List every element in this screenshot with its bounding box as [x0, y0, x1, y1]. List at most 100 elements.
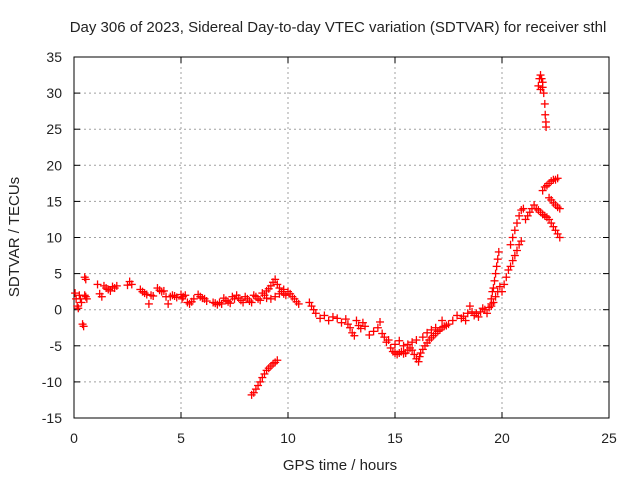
data-point	[508, 233, 517, 242]
data-point	[74, 304, 83, 313]
y-tick-label: 20	[46, 157, 62, 173]
data-point	[468, 307, 477, 316]
data-point	[211, 299, 220, 308]
data-point	[502, 273, 511, 282]
data-point	[395, 336, 404, 345]
data-point	[517, 237, 526, 246]
data-point	[519, 204, 528, 213]
data-point	[251, 385, 260, 394]
data-point	[202, 297, 211, 306]
data-point	[386, 343, 395, 352]
data-point	[80, 291, 89, 300]
x-tick-label: 5	[177, 430, 185, 446]
data-point	[551, 226, 560, 235]
data-point	[352, 316, 361, 325]
data-point	[376, 317, 385, 326]
data-point	[79, 322, 88, 331]
data-point	[346, 323, 355, 332]
data-point	[93, 280, 102, 289]
data-point	[540, 182, 549, 191]
data-point	[337, 318, 346, 327]
data-point	[183, 298, 192, 307]
y-tick-label: 10	[46, 230, 62, 246]
data-point	[273, 356, 282, 365]
data-point	[320, 311, 329, 320]
data-point	[127, 280, 136, 289]
data-point	[271, 275, 280, 284]
data-point	[316, 314, 325, 323]
data-point	[309, 305, 318, 314]
data-point	[427, 325, 436, 334]
data-point	[328, 312, 337, 321]
data-point	[423, 328, 432, 337]
x-tick-label: 10	[280, 430, 296, 446]
data-point	[369, 327, 378, 336]
data-point	[418, 345, 427, 354]
y-tick-label: -5	[50, 338, 63, 354]
x-tick-label: 0	[70, 430, 78, 446]
data-point	[542, 123, 551, 132]
grid	[74, 57, 609, 418]
data-point	[361, 322, 370, 331]
data-point	[495, 282, 504, 291]
data-point	[311, 309, 320, 318]
data-point	[506, 240, 515, 249]
data-point	[538, 186, 547, 195]
data-point	[459, 312, 468, 321]
data-point	[489, 298, 498, 307]
data-point	[532, 204, 541, 213]
data-point	[249, 291, 258, 300]
data-point	[189, 294, 198, 303]
data-point	[551, 175, 560, 184]
data-point	[510, 251, 519, 260]
data-point	[262, 294, 271, 303]
data-point	[493, 255, 502, 264]
data-point	[536, 71, 545, 80]
y-axis-title: SDTVAR / TECUs	[6, 177, 23, 297]
data-point	[172, 293, 181, 302]
data-point	[279, 285, 288, 294]
data-point	[294, 299, 303, 308]
data-point	[333, 314, 342, 323]
data-point	[512, 219, 521, 228]
data-point	[444, 320, 453, 329]
data-point	[510, 226, 519, 235]
data-point	[515, 240, 524, 249]
data-point	[491, 292, 500, 301]
data-point	[123, 281, 132, 290]
data-point	[553, 174, 562, 183]
data-point	[82, 294, 91, 303]
data-point	[492, 262, 501, 271]
data-point	[438, 316, 447, 325]
data-point	[489, 284, 498, 293]
data-point	[448, 316, 457, 325]
data-point	[408, 338, 417, 347]
data-point	[412, 336, 421, 345]
data-point	[382, 338, 391, 347]
data-point	[415, 352, 424, 361]
data-point	[540, 211, 549, 220]
y-tick-label: 15	[46, 193, 62, 209]
data-point	[549, 222, 558, 231]
data-point	[350, 331, 359, 340]
data-point	[525, 208, 534, 217]
data-point	[521, 215, 530, 224]
x-axis-title: GPS time / hours	[283, 457, 397, 474]
axis-ticks: 0 5 10 15 20 25 -15 -10 -5 0 5 10 15 20 25 30 35	[42, 49, 617, 446]
data-point	[508, 256, 517, 265]
data-point	[247, 298, 256, 307]
data-point	[463, 309, 472, 318]
data-point	[391, 340, 399, 349]
data-point	[275, 289, 284, 298]
data-point	[324, 316, 333, 325]
data-point	[416, 349, 425, 358]
data-point	[305, 298, 314, 307]
data-point	[494, 247, 503, 256]
data-point	[77, 298, 86, 307]
data-point	[378, 329, 387, 338]
data-point	[343, 320, 352, 329]
data-point	[418, 333, 427, 342]
data-point	[256, 377, 265, 386]
data-point	[491, 269, 500, 278]
data-point	[555, 204, 564, 213]
